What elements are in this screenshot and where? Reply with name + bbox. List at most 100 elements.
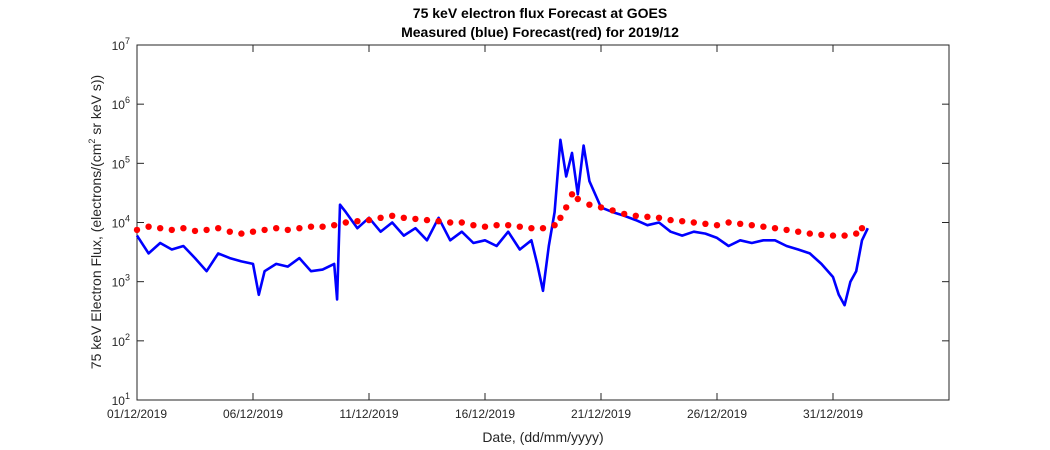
series-point-forecast bbox=[644, 213, 651, 220]
y-tick-exponent: 2 bbox=[125, 332, 130, 342]
series-point-forecast bbox=[516, 223, 523, 230]
series-point-forecast bbox=[296, 225, 303, 232]
series-point-forecast bbox=[180, 225, 187, 232]
y-tick-exponent: 7 bbox=[125, 36, 130, 46]
series-point-forecast bbox=[319, 223, 326, 230]
series-point-forecast bbox=[354, 218, 361, 225]
y-tick-exponent: 4 bbox=[125, 214, 130, 224]
series-point-forecast bbox=[412, 215, 419, 223]
series-point-forecast bbox=[528, 225, 535, 232]
series-point-forecast bbox=[307, 223, 315, 230]
series-point-forecast bbox=[249, 228, 257, 235]
series-point-forecast bbox=[400, 214, 407, 221]
y-tick-base: 10 bbox=[112, 98, 126, 112]
y-tick-base: 10 bbox=[112, 394, 126, 408]
y-tick-label: 106 bbox=[112, 95, 130, 112]
series-point-forecast bbox=[771, 225, 779, 232]
series-point-forecast bbox=[423, 216, 431, 224]
y-tick-exponent: 3 bbox=[125, 273, 130, 283]
series-point-forecast bbox=[470, 222, 477, 229]
series-point-forecast bbox=[133, 226, 141, 234]
series-point-forecast bbox=[829, 232, 837, 239]
series-point-forecast bbox=[273, 225, 280, 232]
y-tick-label: 101 bbox=[112, 391, 130, 408]
series-point-forecast bbox=[679, 218, 686, 225]
series-point-forecast bbox=[760, 223, 767, 230]
series-point-forecast bbox=[261, 226, 268, 234]
series-point-forecast bbox=[447, 219, 454, 226]
x-tick-label: 01/12/2019 bbox=[107, 407, 167, 421]
series-point-forecast bbox=[551, 222, 558, 229]
x-tick-label: 31/12/2019 bbox=[803, 407, 863, 421]
series-point-forecast bbox=[377, 214, 384, 221]
series-point-forecast bbox=[609, 207, 616, 214]
series-point-forecast bbox=[331, 222, 338, 229]
series-line-measured bbox=[135, 138, 869, 307]
series-point-forecast bbox=[574, 195, 581, 203]
y-tick-base: 10 bbox=[112, 217, 126, 231]
series-point-forecast bbox=[481, 223, 489, 230]
series-point-forecast bbox=[539, 225, 547, 232]
y-tick-label: 102 bbox=[112, 332, 130, 349]
series-point-forecast bbox=[597, 204, 605, 211]
x-axis-label: Date, (dd/mm/yyyy) bbox=[482, 429, 603, 445]
y-tick-base: 10 bbox=[112, 157, 126, 171]
series-point-forecast bbox=[505, 222, 512, 229]
series-point-forecast bbox=[435, 218, 442, 225]
series-point-forecast bbox=[655, 214, 663, 221]
series-point-forecast bbox=[713, 222, 721, 229]
y-tick-base: 10 bbox=[112, 39, 126, 53]
y-tick-exponent: 6 bbox=[125, 95, 130, 105]
y-tick-exponent: 1 bbox=[125, 391, 130, 401]
series-point-forecast bbox=[818, 231, 825, 238]
x-tick-label: 11/12/2019 bbox=[339, 407, 398, 421]
chart-title: 75 keV electron flux Forecast at GOES bbox=[413, 5, 667, 21]
series-point-forecast bbox=[342, 219, 349, 226]
series-point-forecast bbox=[621, 210, 628, 218]
y-axis-label-sup: 2 bbox=[87, 139, 97, 144]
series-point-forecast bbox=[493, 222, 500, 229]
series-point-forecast bbox=[563, 204, 570, 211]
x-tick-label: 21/12/2019 bbox=[571, 407, 631, 421]
y-tick-label: 105 bbox=[112, 154, 130, 171]
plot-frame bbox=[136, 44, 950, 401]
series-point-forecast bbox=[725, 219, 732, 226]
series-point-forecast bbox=[667, 216, 674, 224]
series-point-forecast bbox=[748, 222, 755, 229]
series-point-forecast bbox=[853, 230, 860, 237]
series-point-forecast bbox=[586, 201, 593, 208]
series-point-forecast bbox=[795, 228, 802, 235]
series-point-forecast bbox=[568, 191, 576, 198]
y-tick-label: 103 bbox=[112, 273, 130, 290]
chart-subtitle: Measured (blue) Forecast(red) for 2019/1… bbox=[401, 24, 679, 40]
series-point-forecast bbox=[389, 212, 396, 219]
series-point-forecast bbox=[858, 225, 866, 232]
series-point-forecast bbox=[690, 219, 697, 226]
series-point-forecast bbox=[215, 225, 222, 232]
series-point-forecast bbox=[238, 230, 245, 237]
series-point-forecast bbox=[458, 219, 465, 226]
y-tick-exponent: 5 bbox=[125, 154, 130, 164]
y-tick-label: 107 bbox=[112, 36, 130, 53]
y-axis-label: 75 keV Electron Flux, (electrons/(cm2 sr… bbox=[87, 75, 104, 369]
series-point-forecast bbox=[702, 220, 709, 227]
y-tick-base: 10 bbox=[112, 335, 126, 349]
series-point-forecast bbox=[557, 214, 564, 221]
series-point-forecast bbox=[226, 228, 233, 235]
series-point-forecast bbox=[284, 226, 291, 234]
series-point-forecast bbox=[806, 230, 813, 237]
series-point-forecast bbox=[841, 232, 848, 239]
series-point-forecast bbox=[632, 212, 639, 219]
series-point-forecast bbox=[365, 216, 373, 224]
series-point-forecast bbox=[168, 226, 175, 234]
x-tick-label: 16/12/2019 bbox=[455, 407, 515, 421]
series-point-forecast bbox=[191, 227, 199, 235]
y-axis-label-tail: sr keV s)) bbox=[88, 75, 104, 139]
series-point-forecast bbox=[157, 225, 164, 232]
series-point-forecast bbox=[783, 226, 790, 234]
series-point-forecast bbox=[737, 220, 744, 227]
x-tick-label: 26/12/2019 bbox=[687, 407, 747, 421]
series-point-forecast bbox=[145, 223, 152, 230]
